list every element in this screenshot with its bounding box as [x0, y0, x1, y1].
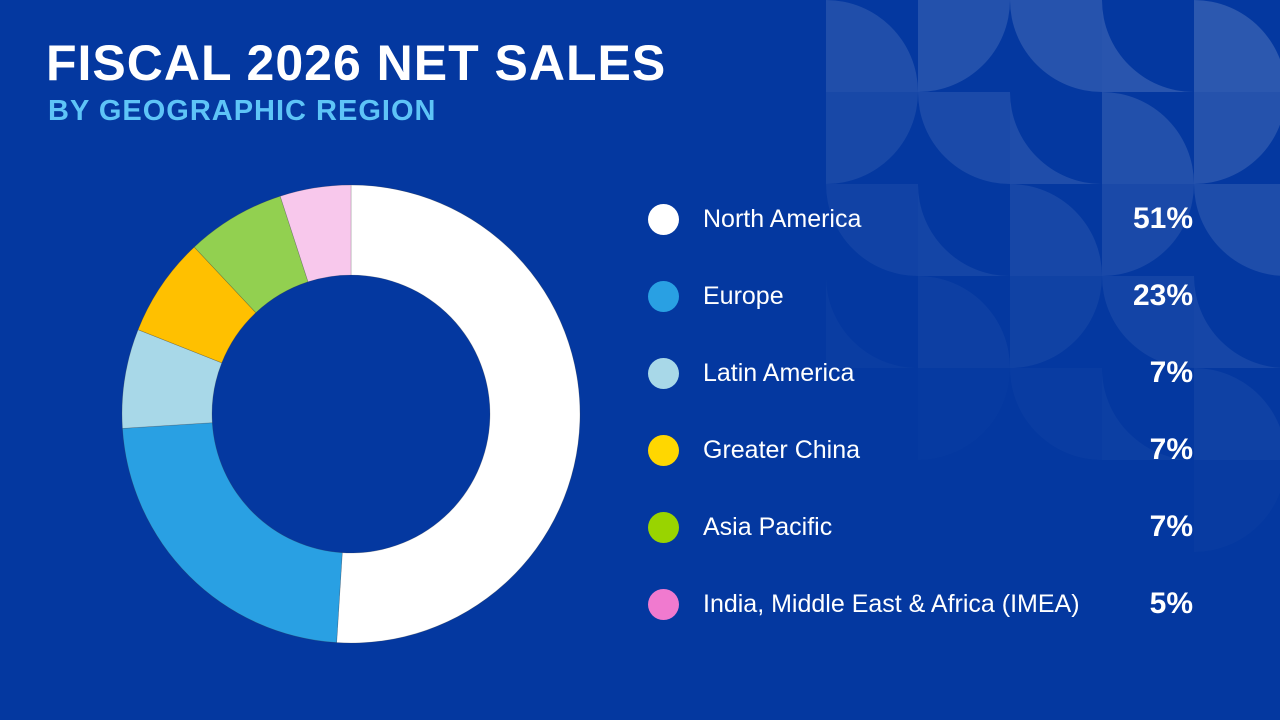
legend-label: Greater China	[703, 435, 861, 464]
legend-item: Greater China 7%	[648, 430, 1193, 470]
legend-swatch	[648, 357, 679, 389]
legend-label: India, Middle East & Africa (IMEA)	[703, 589, 1080, 618]
legend-label: North America	[703, 204, 862, 233]
legend-item: North America 51%	[648, 199, 1193, 239]
donut-slice-north-america	[336, 184, 581, 644]
legend-value: 7%	[1149, 433, 1193, 466]
legend-item: India, Middle East & Africa (IMEA) 5%	[648, 584, 1193, 624]
legend-swatch	[648, 434, 679, 466]
legend-item: Asia Pacific 7%	[648, 507, 1193, 547]
legend-swatch	[648, 511, 679, 543]
chart-title: FISCAL 2026 NET SALES	[46, 35, 667, 91]
legend-swatch	[648, 203, 679, 235]
legend-value: 51%	[1132, 202, 1193, 235]
donut-slice-europe	[122, 422, 343, 643]
legend-item: Europe 23%	[648, 276, 1193, 316]
donut-slice-india-middle-east-africa-imea	[279, 184, 352, 283]
legend-swatch	[648, 588, 679, 620]
legend-item: Latin America 7%	[648, 353, 1193, 393]
legend-swatch	[648, 280, 679, 312]
legend-value: 7%	[1149, 356, 1193, 389]
legend-value: 5%	[1149, 587, 1193, 620]
chart-subtitle: BY GEOGRAPHIC REGION	[48, 95, 437, 127]
legend-label: Europe	[703, 281, 784, 310]
legend-value: 23%	[1132, 279, 1193, 312]
legend-label: Asia Pacific	[703, 512, 833, 541]
legend-label: Latin America	[703, 358, 855, 387]
legend-value: 7%	[1149, 510, 1193, 543]
